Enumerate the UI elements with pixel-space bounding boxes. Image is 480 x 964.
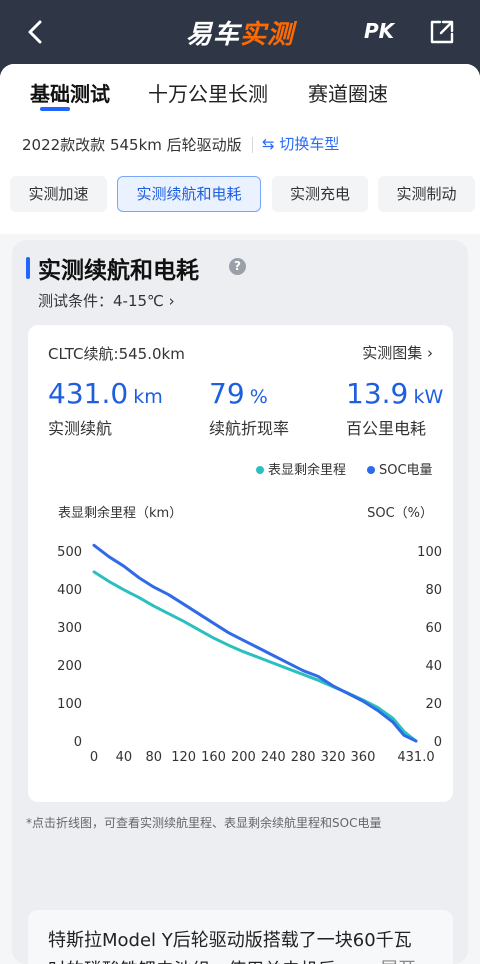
brand-part2: 实测: [240, 20, 295, 50]
series-line-display-range[interactable]: [92, 570, 418, 743]
tab-track-lap[interactable]: 赛道圈速: [308, 82, 388, 106]
y-tick-label: 400: [57, 583, 82, 598]
brand-logo: 易车实测: [0, 14, 480, 51]
metric-consumption: 13.9 kW 百公里电耗: [346, 377, 443, 439]
header-area: 基础测试 十万公里长测 赛道圈速 2022款改款 545km 后轮驱动版 ⇆ 切…: [0, 64, 480, 234]
x-tick-label: 0: [90, 750, 98, 765]
test-condition-link[interactable]: 测试条件：4-15℃ ›: [38, 292, 175, 310]
y2-tick-label: 40: [425, 659, 442, 674]
y-axis-title: 表显剩余里程（km）: [58, 505, 182, 521]
help-icon[interactable]: ?: [229, 258, 246, 275]
tab-long-term-test[interactable]: 十万公里长测: [148, 82, 268, 106]
subtab-charging[interactable]: 实测充电: [272, 176, 368, 212]
y2-tick-label: 60: [425, 621, 442, 636]
y-tick-label: 0: [74, 735, 82, 750]
y-tick-label: 500: [57, 545, 82, 560]
brand-part1: 易车: [185, 20, 240, 50]
pk-button[interactable]: PK: [364, 19, 395, 43]
x-tick-label: 40: [116, 750, 133, 765]
metric-value: 431.0: [48, 377, 129, 410]
chart-tip: *点击折线图，可查看实测续航里程、表显剩余续航里程和SOC电量: [26, 816, 382, 830]
back-chevron-icon[interactable]: [22, 18, 50, 46]
x-tick-label: 200: [231, 750, 256, 765]
x-tick-label: 431.0: [397, 750, 434, 765]
active-tab-indicator: [40, 107, 70, 111]
sub-tabs: 实测加速 实测续航和电耗 实测充电 实测制动: [0, 176, 480, 214]
switch-model-label: 切换车型: [279, 135, 340, 153]
y2-axis-title: SOC（%）: [367, 506, 433, 521]
metric-label: 续航折现率: [209, 419, 290, 438]
switch-model-button[interactable]: ⇆ 切换车型: [262, 133, 339, 154]
legend-label: 表显剩余里程: [268, 463, 347, 478]
x-tick-label: 120: [171, 750, 196, 765]
expand-button[interactable]: 展开▾: [380, 955, 425, 964]
section-title: 实测续航和电耗: [38, 258, 199, 284]
legend-label: SOC电量: [379, 463, 433, 478]
subtab-braking[interactable]: 实测制动: [378, 176, 475, 212]
y2-tick-label: 100: [417, 545, 442, 560]
metric-unit: km: [133, 386, 163, 408]
result-panel: CLTC续航:545.0km 实测图集 › 431.0 km 实测续航 79 %…: [28, 325, 453, 802]
share-icon[interactable]: [429, 19, 455, 45]
x-tick-label: 80: [145, 750, 162, 765]
metric-label: 百公里电耗: [346, 419, 427, 438]
range-soc-line-chart[interactable]: 表显剩余里程（km） SOC（%）500400300200100010080604…: [28, 495, 453, 765]
cltc-range: CLTC续航:545.0km: [48, 345, 185, 363]
intro-line-1: 特斯拉Model Y后轮驱动版搭载了一块60千瓦: [48, 930, 412, 951]
model-name: 2022款改款 545km 后轮驱动版: [22, 136, 242, 154]
metric-label: 实测续航: [48, 419, 113, 438]
y2-tick-label: 0: [434, 735, 442, 750]
x-tick-label: 320: [321, 750, 346, 765]
photo-gallery-link[interactable]: 实测图集 ›: [362, 344, 433, 362]
x-tick-label: 160: [201, 750, 226, 765]
divider: [252, 137, 253, 153]
legend-dot: [256, 465, 264, 474]
subtab-acceleration[interactable]: 实测加速: [10, 176, 107, 212]
range-card: 实测续航和电耗 ? 测试条件：4-15℃ › CLTC续航:545.0km 实测…: [12, 240, 468, 964]
x-tick-label: 280: [291, 750, 316, 765]
y-tick-label: 200: [57, 659, 82, 674]
subtab-range-consumption[interactable]: 实测续航和电耗: [117, 176, 261, 212]
metric-range-ratio: 79 % 续航折现率: [209, 377, 289, 439]
legend-item-display-range[interactable]: 表显剩余里程: [256, 459, 346, 478]
x-tick-label: 240: [261, 750, 286, 765]
metric-value: 13.9: [346, 377, 409, 410]
y2-tick-label: 20: [425, 697, 442, 712]
y2-tick-label: 80: [425, 583, 442, 598]
metric-unit: %: [249, 386, 268, 408]
navbar: 易车实测 PK: [0, 0, 480, 64]
metric-measured-range: 431.0 km 实测续航: [48, 377, 163, 439]
y-tick-label: 100: [57, 697, 82, 712]
section-accent-bar: [26, 257, 30, 279]
legend-dot: [367, 465, 375, 474]
legend-item-soc[interactable]: SOC电量: [367, 459, 433, 478]
intro-box: 特斯拉Model Y后轮驱动版搭载了一块60千瓦 时的磷酸铁锂电池组，使用单电机…: [28, 910, 453, 964]
x-tick-label: 360: [351, 750, 376, 765]
intro-line-2: 时的磷酸铁锂电池组，使用单电机后...: [48, 956, 353, 964]
metric-value: 79: [209, 377, 245, 410]
series-line-soc[interactable]: [92, 543, 418, 743]
y-tick-label: 300: [57, 621, 82, 636]
content-sheet: 基础测试 十万公里长测 赛道圈速 2022款改款 545km 后轮驱动版 ⇆ 切…: [0, 64, 480, 964]
swap-arrows-icon: ⇆: [262, 135, 280, 153]
metric-unit: kW: [413, 386, 444, 408]
tab-basic-test[interactable]: 基础测试: [30, 82, 110, 106]
